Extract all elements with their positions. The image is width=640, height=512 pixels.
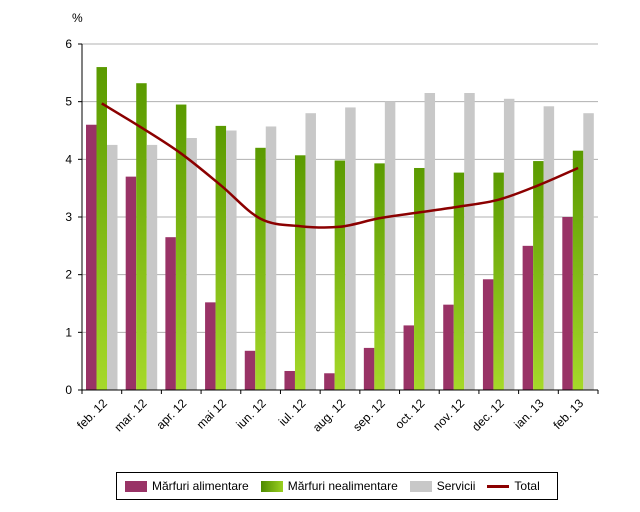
bar-servicii (186, 137, 197, 390)
bar-alimentare (205, 302, 216, 390)
bar-servicii (384, 101, 396, 391)
x-tick-label: iul. 12 (276, 396, 309, 429)
x-tick-label: aug. 12 (310, 396, 348, 434)
x-tick-labels: feb. 12 mar. 12 apr. 12 mai 12 iun. 12 iul. 1… (74, 396, 586, 434)
y-unit-label: % (72, 11, 83, 25)
bar-alimentare (403, 325, 415, 390)
bar-nealimentare (453, 172, 465, 390)
bar-nealimentare (215, 125, 227, 391)
bar-alimentare (86, 124, 97, 390)
bar-servicii (305, 113, 316, 390)
y-tick-label: 1 (65, 325, 72, 339)
bar-servicii (265, 126, 277, 391)
legend-label-nealimentare: Mărfuri nealimentare (287, 479, 398, 493)
y-tick-label: 2 (65, 268, 72, 282)
x-tick-label: mai 12 (194, 396, 230, 432)
bar-nealimentare (533, 161, 544, 390)
legend-swatch-alimentare (125, 480, 147, 492)
x-tick-label: ian. 13 (511, 396, 547, 432)
x-tick-label: apr. 12 (153, 396, 189, 432)
legend-item-servicii: Servicii (409, 479, 476, 493)
bar-alimentare (324, 373, 335, 390)
total-line (101, 102, 579, 229)
bar-alimentare (244, 350, 256, 390)
bar-alimentare (562, 217, 573, 390)
y-tick-labels: 0 1 2 3 4 5 6 (65, 37, 72, 397)
x-tick-label: nov. 12 (430, 396, 467, 433)
legend-label-total: Total (514, 479, 540, 493)
bar-servicii (345, 107, 356, 390)
legend-item-nealimentare: Mărfuri nealimentare (260, 479, 398, 493)
y-tick-label: 6 (65, 37, 72, 51)
legend-label-servicii: Servicii (436, 479, 476, 493)
bar-nealimentare (414, 167, 425, 390)
bar-servicii (583, 113, 594, 390)
legend: Mărfuri alimentare Mărfuri nealimentare … (116, 472, 558, 500)
legend-item-total: Total (487, 479, 540, 493)
legend-label-alimentare: Mărfuri alimentare (152, 479, 249, 493)
bar-nealimentare (374, 163, 385, 390)
x-tick-label: dec. 12 (469, 396, 507, 434)
bar-nealimentare (334, 160, 346, 390)
bar-nealimentare (255, 147, 266, 390)
bar-alimentare (363, 347, 375, 390)
bar-alimentare (125, 176, 137, 390)
axes (78, 43, 599, 394)
bar-servicii (503, 98, 515, 391)
bar-alimentare (165, 237, 176, 390)
bar-alimentare (443, 304, 454, 390)
legend-swatch-nealimentare (260, 480, 283, 492)
bar-alimentare (284, 370, 295, 390)
bar-nealimentare (96, 67, 107, 391)
x-tick-label: mar. 12 (111, 396, 149, 434)
y-tick-label: 3 (65, 210, 72, 224)
y-tick-label: 4 (65, 152, 72, 166)
x-tick-label: feb. 12 (74, 396, 110, 432)
legend-item-alimentare: Mărfuri alimentare (125, 479, 249, 493)
bar-servicii (424, 93, 436, 391)
bars (86, 67, 594, 391)
bar-nealimentare (572, 150, 584, 390)
total-line-layer (101, 102, 579, 229)
bar-nealimentare (294, 155, 306, 390)
legend-swatch-total (487, 484, 510, 488)
y-tick-label: 5 (65, 95, 72, 109)
x-tick-label: sep. 12 (350, 396, 388, 434)
bar-servicii (543, 106, 555, 390)
bar-nealimentare (493, 172, 504, 390)
x-tick-label: oct. 12 (392, 396, 428, 432)
y-tick-label: 0 (65, 383, 72, 397)
bar-servicii (464, 93, 475, 391)
bar-servicii (107, 144, 118, 390)
bar-alimentare (522, 245, 534, 390)
bar-nealimentare (175, 104, 187, 391)
bar-servicii (146, 144, 158, 390)
x-tick-label: feb. 13 (550, 396, 586, 432)
x-tick-label: iun. 12 (233, 396, 269, 432)
bar-nealimentare (136, 83, 147, 391)
bar-servicii (226, 130, 237, 390)
legend-swatch-servicii (409, 480, 432, 492)
bar-alimentare (482, 279, 494, 390)
